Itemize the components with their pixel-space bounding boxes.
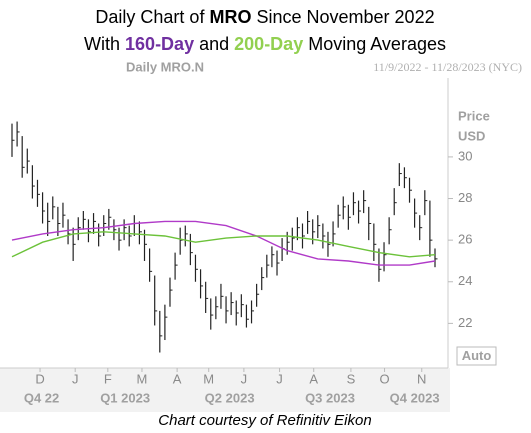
x-tick-label: D <box>35 371 44 386</box>
x-axis-band <box>0 368 450 412</box>
y-tick-label: 24 <box>458 273 472 288</box>
x-tick-label: F <box>104 371 112 386</box>
x-tick-label: N <box>417 371 426 386</box>
title-part: Since November 2022 <box>256 7 434 27</box>
x-tick-label: A <box>173 371 182 386</box>
footer: Chart courtesy of Refinitiv Eikon <box>158 412 371 429</box>
y-tick-label: 26 <box>458 232 472 247</box>
title-part: Daily Chart of <box>95 7 205 27</box>
quarter-label: Q4 2023 <box>390 390 440 405</box>
x-tick-label: S <box>347 371 356 386</box>
moving-average <box>11 231 436 258</box>
quarter-label: Q2 2023 <box>205 390 255 405</box>
x-tick-label: J <box>241 371 248 386</box>
quarter-label: Q3 2023 <box>305 390 355 405</box>
chart-subtitle: With 160-Day and 200-Day Moving Averages <box>84 34 446 54</box>
chart-title: Daily Chart of MRO Since November 2022 <box>95 7 434 27</box>
auto-button[interactable] <box>456 346 497 366</box>
chart-header: Daily MRO.N <box>126 59 204 74</box>
quarter-label: Q4 22 <box>24 390 59 405</box>
x-tick-label: M <box>137 371 148 386</box>
subtitle-part: With <box>84 34 120 54</box>
y-tick-label: 30 <box>458 148 472 163</box>
y-tick-label: 28 <box>458 190 472 205</box>
y-axis-label: Price <box>458 108 490 123</box>
moving-average <box>11 220 436 266</box>
series-name: 200-Day <box>234 34 303 54</box>
x-tick-label: M <box>203 371 214 386</box>
date-range: 11/9/2022 - 11/28/2023 (NYC) <box>373 60 522 74</box>
x-tick-label: O <box>379 371 389 386</box>
subtitle-part: Moving Averages <box>308 34 446 54</box>
auto-button-label[interactable]: Auto <box>462 348 492 363</box>
subtitle-part: and <box>199 34 229 54</box>
y-axis-label: USD <box>458 128 485 143</box>
x-tick-label: J <box>72 371 79 386</box>
y-tick-label: 22 <box>458 315 472 330</box>
x-tick-label: J <box>276 371 283 386</box>
x-tick-label: A <box>309 371 318 386</box>
title-part: MRO <box>209 7 251 27</box>
series-name: 160-Day <box>125 34 194 54</box>
quarter-label: Q1 2023 <box>100 390 150 405</box>
